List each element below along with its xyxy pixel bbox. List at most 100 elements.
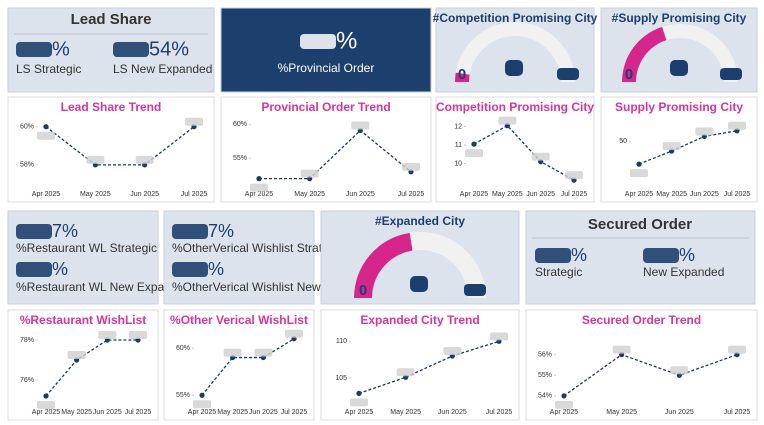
x-tick-label: May 2025 (294, 191, 325, 198)
gauge-title: #Supply Promising City (612, 11, 747, 25)
redacted-label (193, 400, 211, 409)
gauge-title: #Expanded City (375, 214, 465, 228)
y-tick-label: 56% (538, 351, 552, 358)
y-tick-label: 55% (538, 372, 552, 379)
point (43, 393, 49, 399)
redacted-value (300, 34, 336, 49)
redacted-value (172, 262, 208, 277)
redacted-value (505, 60, 523, 76)
x-tick-label: May 2025 (80, 191, 111, 198)
kpi-value: 7% (208, 221, 234, 241)
x-tick-label: Jul 2025 (724, 409, 751, 416)
redacted-max (464, 284, 486, 296)
kpi-card (220, 7, 432, 93)
redacted-label (223, 348, 242, 357)
redacted-value (16, 42, 52, 57)
chart-title: Lead Share Trend (61, 100, 162, 114)
gauge-value (354, 232, 413, 298)
point (471, 141, 477, 147)
y-tick-label: 50 (619, 138, 627, 145)
redacted-max (557, 68, 579, 80)
redacted-value (113, 42, 149, 57)
chart-card (7, 309, 159, 421)
x-tick-label: Apr 2025 (460, 191, 489, 198)
kpi-label: %OtherVerical Wishlist New E... (172, 280, 342, 294)
kpi-value: % (208, 259, 224, 279)
x-tick-label: Jul 2025 (281, 409, 308, 416)
gauge-min: 0 (359, 282, 367, 299)
redacted-value (535, 248, 571, 263)
kpi-value: % (571, 245, 587, 265)
x-tick-label: May 2025 (656, 191, 687, 198)
kpi-value: 7% (52, 221, 78, 241)
x-tick-label: Apr 2025 (32, 409, 61, 416)
y-tick-label: 76% (20, 377, 34, 384)
y-tick-label: 60% (20, 124, 34, 131)
x-tick-label: Jul 2025 (561, 191, 588, 198)
redacted-label (254, 348, 273, 357)
trend-line (358, 340, 500, 395)
chart-card (435, 96, 595, 203)
redacted-value (16, 224, 52, 239)
x-tick-label: Jun 2025 (665, 409, 694, 416)
x-tick-label: Jul 2025 (398, 191, 425, 198)
y-tick-label: 105 (335, 375, 347, 382)
x-tick-label: Jun 2025 (438, 409, 467, 416)
chart-title: Secured Order Trend (582, 313, 701, 327)
point (561, 393, 567, 399)
redacted-label (67, 351, 86, 359)
kpi-title: Lead Share (71, 11, 152, 28)
x-tick-label: May 2025 (390, 409, 421, 416)
x-tick-label: May 2025 (217, 409, 248, 416)
redacted-label (662, 142, 681, 151)
x-tick-label: Jul 2025 (724, 191, 751, 198)
trend-line (45, 126, 195, 166)
redacted-label (135, 155, 154, 164)
y-tick-label: 60% (233, 121, 247, 128)
chart-card (163, 309, 315, 421)
redacted-label (728, 121, 746, 130)
redacted-label (402, 162, 420, 171)
chart-title: %Other Verical WishList (170, 313, 308, 327)
kpi-value: % (52, 259, 68, 279)
trend-line (563, 353, 738, 397)
chart-title: Supply Promising City (615, 100, 743, 114)
x-tick-label: Jun 2025 (526, 191, 555, 198)
redacted-label (531, 152, 550, 161)
trend-line (473, 124, 575, 181)
kpi-label: %Provincial Order (278, 61, 375, 75)
x-tick-label: Apr 2025 (188, 409, 217, 416)
redacted-label (129, 331, 147, 339)
kpi-label: %Restaurant WL Strategic (16, 241, 157, 255)
x-tick-label: Apr 2025 (32, 191, 61, 198)
redacted-label (612, 345, 631, 354)
x-tick-label: May 2025 (492, 191, 523, 198)
redacted-value (16, 262, 52, 277)
kpi-label: %Restaurant WL New Expan... (16, 280, 181, 294)
y-tick-label: 12 (454, 123, 462, 130)
kpi-value: % (679, 245, 695, 265)
redacted-label (728, 345, 746, 354)
trend-line (259, 129, 412, 180)
kpi-label: LS New Expanded (113, 62, 212, 76)
y-tick-label: 55% (233, 155, 247, 162)
kpi-label: LS Strategic (16, 62, 81, 76)
kpi-label: %OtherVerical Wishlist Strate... (172, 241, 339, 255)
kpi-value: % (52, 38, 70, 60)
x-tick-label: Jun 2025 (346, 191, 375, 198)
kpi-value: % (336, 27, 357, 54)
trend-line (638, 130, 738, 165)
redacted-value (643, 248, 679, 263)
redacted-label (185, 117, 203, 126)
gauge-min: 0 (625, 66, 633, 83)
x-tick-label: Jul 2025 (125, 409, 152, 416)
redacted-label (86, 155, 105, 164)
redacted-value (172, 224, 208, 239)
x-tick-label: Jul 2025 (181, 191, 208, 198)
chart-title: Competition Promising City (436, 100, 594, 114)
trend-line (45, 339, 138, 397)
redacted-label (250, 183, 268, 192)
redacted-label (465, 149, 483, 158)
x-tick-label: Jul 2025 (486, 409, 513, 416)
